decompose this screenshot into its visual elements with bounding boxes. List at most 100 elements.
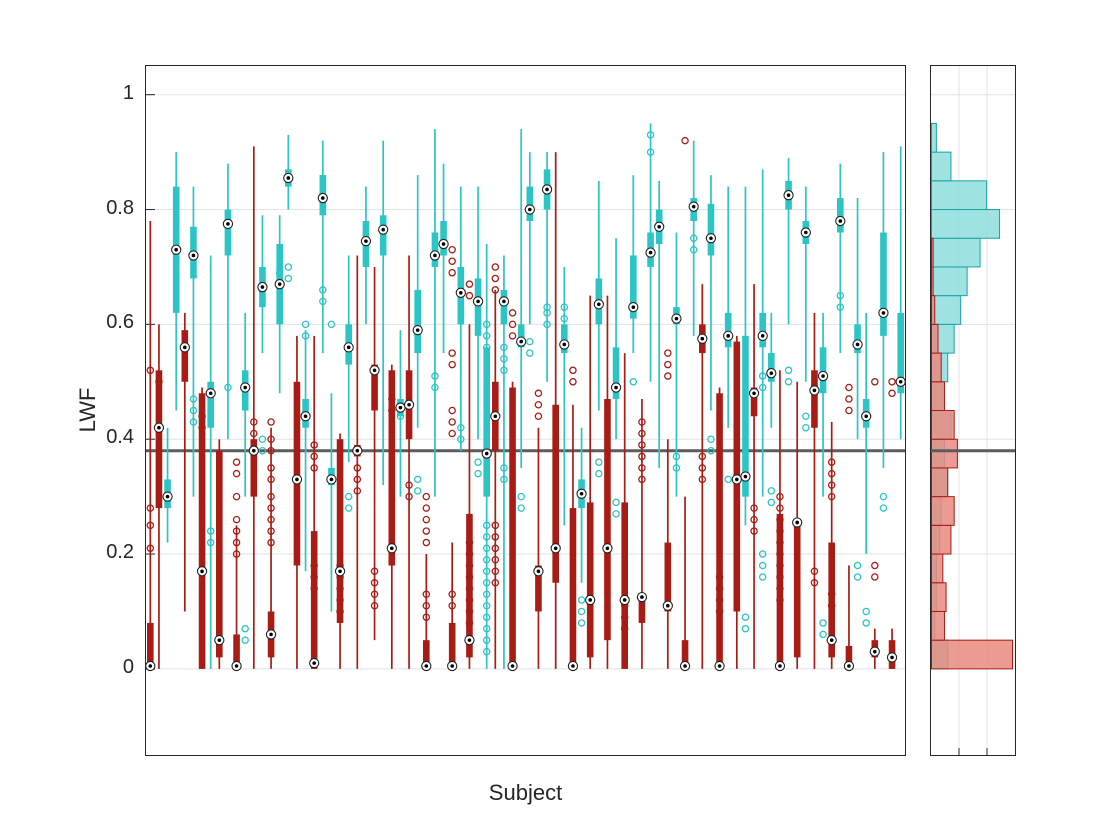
histogram-bar xyxy=(931,209,1001,239)
histogram-bar xyxy=(931,438,958,469)
box xyxy=(147,622,154,669)
box xyxy=(474,278,482,336)
outlier-marker xyxy=(681,136,689,145)
outlier-marker xyxy=(336,596,344,604)
box-column xyxy=(610,238,622,518)
outlier-marker xyxy=(845,395,853,403)
box xyxy=(638,594,646,623)
outlier-marker xyxy=(422,527,431,535)
median-dot xyxy=(829,638,834,642)
outlier-marker xyxy=(664,360,672,369)
outlier-marker xyxy=(491,521,500,530)
median-dot xyxy=(208,391,213,396)
box-column xyxy=(843,383,855,672)
median-dot xyxy=(588,598,592,602)
box-column xyxy=(516,129,527,512)
box xyxy=(707,203,715,256)
outlier-marker xyxy=(301,332,310,340)
median-dot xyxy=(424,664,429,668)
outlier-marker xyxy=(465,538,474,547)
box xyxy=(837,198,844,233)
median-dot xyxy=(579,491,584,496)
median-dot xyxy=(234,664,239,668)
box-column xyxy=(291,335,303,669)
outlier-marker xyxy=(715,596,724,604)
box-column xyxy=(533,389,544,669)
box-column xyxy=(602,295,613,669)
median-dot xyxy=(277,282,282,286)
median-dot xyxy=(329,477,334,482)
median-dot xyxy=(553,546,558,551)
box-column xyxy=(300,320,311,572)
median-dot xyxy=(536,569,541,574)
outlier-marker xyxy=(482,320,491,329)
outlier-marker xyxy=(500,366,508,375)
median-dot xyxy=(898,379,903,384)
median-dot xyxy=(338,569,342,574)
outlier-marker xyxy=(819,619,827,627)
outlier-marker xyxy=(336,584,344,593)
outlier-marker xyxy=(629,378,638,386)
outlier-marker xyxy=(543,320,551,329)
box-column xyxy=(352,255,363,669)
outlier-marker xyxy=(250,418,258,426)
boxplot-canvas xyxy=(146,94,905,672)
outlier-marker xyxy=(250,429,258,438)
median-dot xyxy=(484,451,489,456)
median-dot xyxy=(648,250,653,255)
outlier-marker xyxy=(353,464,362,472)
median-dot xyxy=(640,595,644,599)
box-column xyxy=(688,140,699,336)
outlier-marker xyxy=(827,590,836,598)
median-dot xyxy=(562,342,567,347)
median-dot xyxy=(614,385,618,390)
box-column xyxy=(567,366,579,672)
box-column xyxy=(766,312,777,507)
median-dot xyxy=(760,334,765,338)
histogram-bar xyxy=(931,639,1013,670)
outlier-marker xyxy=(370,601,379,610)
outlier-marker xyxy=(482,647,491,656)
outlier-marker xyxy=(353,475,362,484)
box xyxy=(483,347,490,497)
box-column xyxy=(222,163,234,440)
box-column xyxy=(662,349,673,669)
outlier-marker xyxy=(724,475,732,484)
box-column xyxy=(628,175,639,386)
outlier-marker xyxy=(482,533,491,541)
median-dot xyxy=(622,598,627,602)
outlier-marker xyxy=(508,332,517,340)
outlier-marker xyxy=(422,515,431,524)
box-column xyxy=(447,245,458,672)
median-dot xyxy=(571,664,575,668)
outlier-marker xyxy=(638,418,646,426)
outlier-marker xyxy=(845,383,853,392)
outlier-marker xyxy=(457,435,465,443)
outlier-marker xyxy=(482,521,491,530)
box-column xyxy=(498,255,510,669)
y-tick-label: 0.4 xyxy=(106,426,134,449)
box-column xyxy=(809,312,820,669)
outlier-marker xyxy=(155,378,163,386)
outlier-marker xyxy=(405,492,413,501)
median-dot xyxy=(390,546,394,551)
outlier-marker xyxy=(802,412,810,420)
outlier-marker xyxy=(500,475,508,484)
box-column xyxy=(679,136,691,672)
box-column xyxy=(248,146,259,669)
box xyxy=(724,312,732,348)
outlier-marker xyxy=(146,366,155,375)
outlier-marker xyxy=(413,487,422,495)
median-dot xyxy=(821,374,825,378)
outlier-marker xyxy=(672,464,681,472)
box-column xyxy=(585,295,596,669)
box xyxy=(552,404,559,583)
box xyxy=(828,542,835,658)
outlier-marker xyxy=(689,234,698,242)
outlier-marker xyxy=(750,515,758,524)
outlier-marker xyxy=(836,291,845,300)
box xyxy=(716,393,723,669)
outlier-marker xyxy=(189,418,198,426)
box xyxy=(198,393,206,669)
median-dot xyxy=(769,371,774,375)
